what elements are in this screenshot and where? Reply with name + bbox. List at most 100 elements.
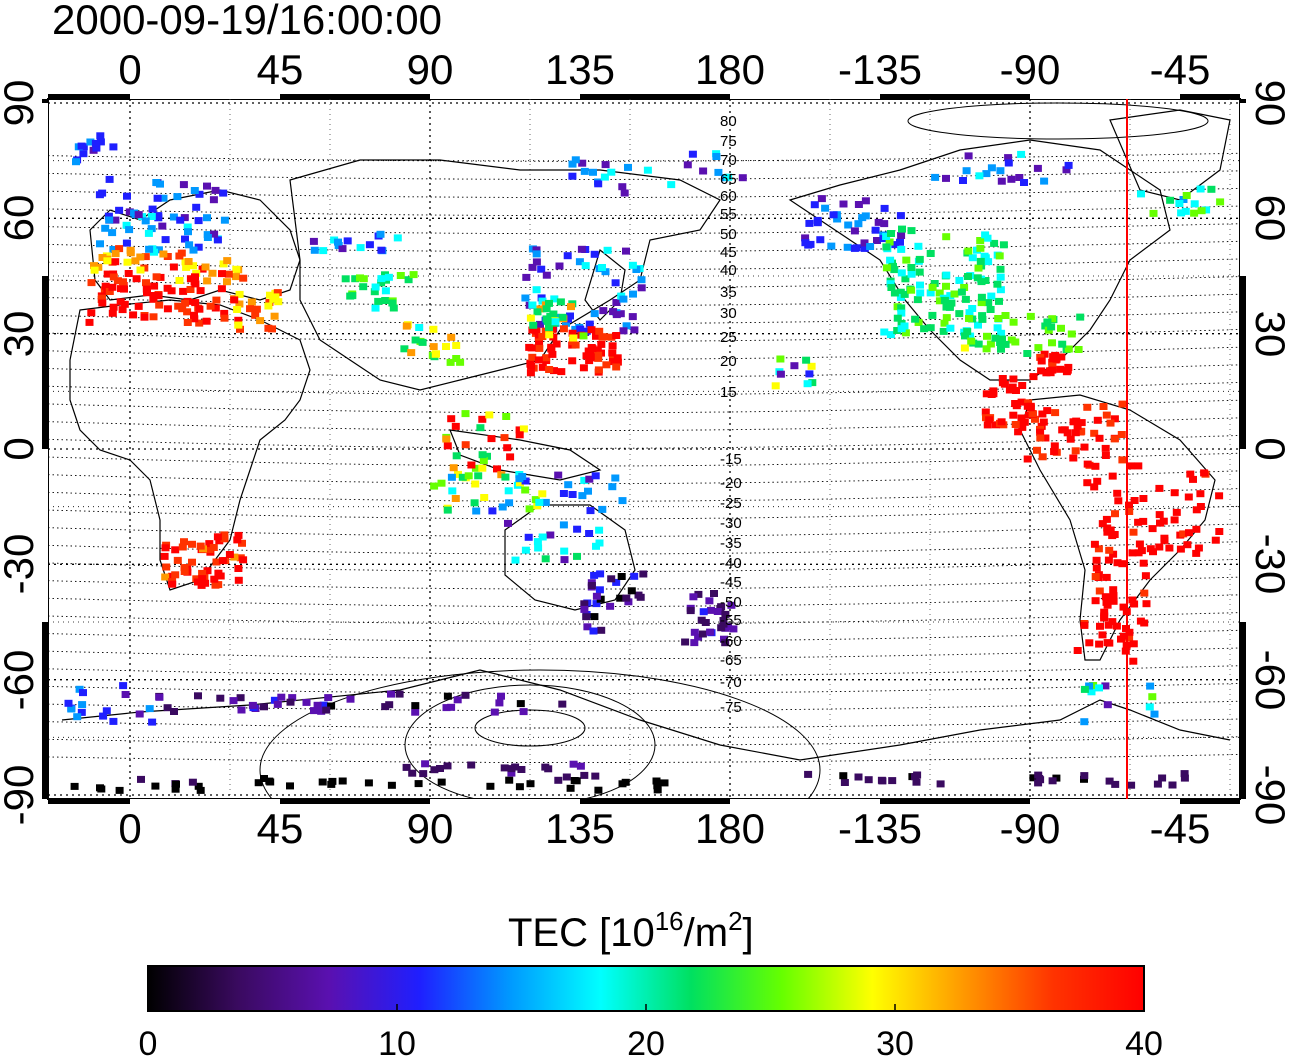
tec-cell [627, 587, 636, 595]
tec-cell [70, 782, 79, 790]
tec-cell [194, 578, 202, 586]
tec-cell [1007, 336, 1016, 344]
tec-cell [573, 552, 581, 560]
tec-cell [1051, 409, 1060, 417]
tec-cell [211, 186, 220, 194]
tec-cell [124, 270, 133, 277]
tec-cell [590, 250, 599, 258]
tec-cell [388, 299, 397, 307]
tec-cell [985, 416, 994, 424]
lon-tick-label-top: 180 [695, 46, 765, 93]
tec-cell [501, 473, 510, 481]
tec-cell [1085, 682, 1094, 690]
lat-tick-label-left: -90 [0, 765, 42, 826]
tec-cell [203, 277, 212, 285]
tec-cell [154, 246, 163, 254]
colorbar-label: TEC [1016/m2] [508, 906, 754, 955]
tec-cell [233, 306, 242, 313]
tec-cell [395, 690, 404, 698]
tec-cell [1026, 404, 1035, 412]
tec-cell [271, 293, 280, 301]
tec-cell [1111, 780, 1120, 788]
tec-cell [595, 327, 604, 335]
tec-cell [148, 718, 157, 726]
tec-cell [192, 203, 201, 211]
tec-cell [1040, 350, 1049, 358]
tec-cell [721, 639, 730, 647]
tec-cell [134, 302, 143, 310]
tec-cell [1017, 398, 1026, 406]
tec-cell [621, 778, 630, 786]
tec-cell [1034, 344, 1043, 352]
tec-cell [864, 776, 873, 784]
tec-cell [504, 519, 512, 527]
tec-cell [309, 237, 318, 245]
colorbar-tick-label: 30 [876, 1025, 914, 1057]
tec-cell [1129, 657, 1138, 665]
tec-cell [195, 190, 204, 198]
tec-cell [563, 252, 572, 260]
mag-contour [48, 188, 1240, 198]
tec-cell [690, 639, 699, 647]
tec-cell [178, 543, 187, 551]
tec-cell [987, 292, 996, 300]
tec-cell [600, 333, 609, 341]
tec-cell [595, 539, 604, 547]
tec-cell [218, 557, 227, 565]
tec-cell [594, 366, 603, 374]
tec-cell [1117, 431, 1126, 438]
tec-cell [542, 271, 551, 279]
mag-contour [48, 523, 1240, 537]
tec-cell [111, 250, 120, 258]
tec-cell [1099, 403, 1108, 410]
tec-cell [168, 580, 177, 588]
tec-cell [153, 194, 162, 202]
tec-cell [502, 413, 511, 420]
tec-cell [402, 322, 411, 330]
tec-cell [959, 177, 967, 184]
tec-cell [515, 426, 524, 434]
tec-cell [866, 243, 875, 250]
tec-cell [73, 713, 82, 721]
tec-cell [125, 208, 134, 216]
tec-cell [415, 324, 424, 331]
tec-cell [497, 471, 506, 479]
tec-cell [882, 233, 891, 240]
tec-cell [1197, 207, 1206, 215]
tec-cell [92, 144, 101, 152]
tec-cell [541, 498, 550, 506]
colorbar-ticks: 0 10 20 30 40 [139, 1004, 1163, 1057]
tec-cell [452, 342, 461, 349]
tec-cell [776, 355, 785, 363]
tec-cell [1106, 419, 1115, 427]
tec-cell [1048, 339, 1056, 347]
tec-cell [1110, 415, 1119, 423]
tec-cell [235, 290, 244, 298]
tec-cell [977, 278, 986, 286]
tec-cell [521, 486, 530, 494]
tec-cell [697, 616, 706, 624]
colorbar-tick-label: 20 [627, 1025, 665, 1057]
tec-cell [273, 289, 282, 297]
tec-cell [603, 246, 612, 254]
tec-cell [990, 239, 999, 247]
tec-cell [533, 308, 542, 316]
tec-cell [163, 305, 172, 313]
tec-cell [408, 769, 417, 777]
tec-cell [324, 694, 333, 702]
tec-cell [897, 245, 906, 253]
tec-cell [1215, 492, 1224, 500]
tec-cell [999, 241, 1008, 249]
colorbar-tick-label: 0 [139, 1025, 158, 1057]
tec-cell [393, 234, 402, 242]
tec-cell [1057, 353, 1066, 361]
tec-cell [371, 283, 380, 291]
tec-cell [634, 591, 643, 599]
mag-contour [48, 754, 1240, 764]
tec-cell [965, 309, 974, 317]
tec-cell [717, 624, 726, 632]
tec-cell [622, 322, 631, 330]
tec-cell [535, 340, 544, 348]
mag-pole-ring-south [404, 684, 656, 799]
tec-cell [559, 325, 568, 333]
